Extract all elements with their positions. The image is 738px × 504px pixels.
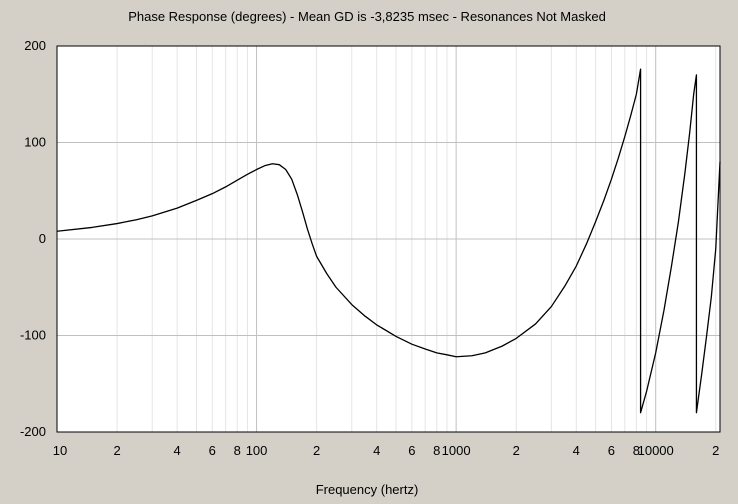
x-tick-label: 8	[433, 443, 440, 458]
plot-border	[56, 45, 721, 433]
x-tick-label: 2	[113, 443, 120, 458]
x-tick-label: 8	[633, 443, 640, 458]
series-layer	[56, 68, 721, 414]
y-tick-labels: 200 100 0 -100 -200	[20, 38, 46, 439]
grid-lines	[56, 45, 720, 433]
x-tick-label: 6	[608, 443, 615, 458]
x-tick-label: 2	[712, 443, 719, 458]
x-tick-label: 8	[234, 443, 241, 458]
x-tick-label: 1000	[442, 443, 471, 458]
x-tick-label: 4	[373, 443, 380, 458]
y-tick-label: -200	[20, 424, 46, 439]
phase-series-line	[56, 68, 721, 414]
y-tick-label: 0	[39, 231, 46, 246]
x-tick-label: 4	[573, 443, 580, 458]
x-tick-label: 100	[246, 443, 268, 458]
x-tick-label: 10000	[638, 443, 674, 458]
y-tick-label: 100	[24, 135, 46, 150]
chart-title: Phase Response (degrees) - Mean GD is -3…	[128, 9, 606, 24]
x-tick-label: 2	[313, 443, 320, 458]
x-tick-label: 6	[408, 443, 415, 458]
x-tick-label: 10	[53, 443, 67, 458]
x-axis-label: Frequency (hertz)	[316, 482, 419, 497]
x-tick-label: 6	[209, 443, 216, 458]
y-tick-label: 200	[24, 38, 46, 53]
y-tick-label: -100	[20, 328, 46, 343]
x-tick-label: 2	[513, 443, 520, 458]
x-tick-label: 4	[174, 443, 181, 458]
